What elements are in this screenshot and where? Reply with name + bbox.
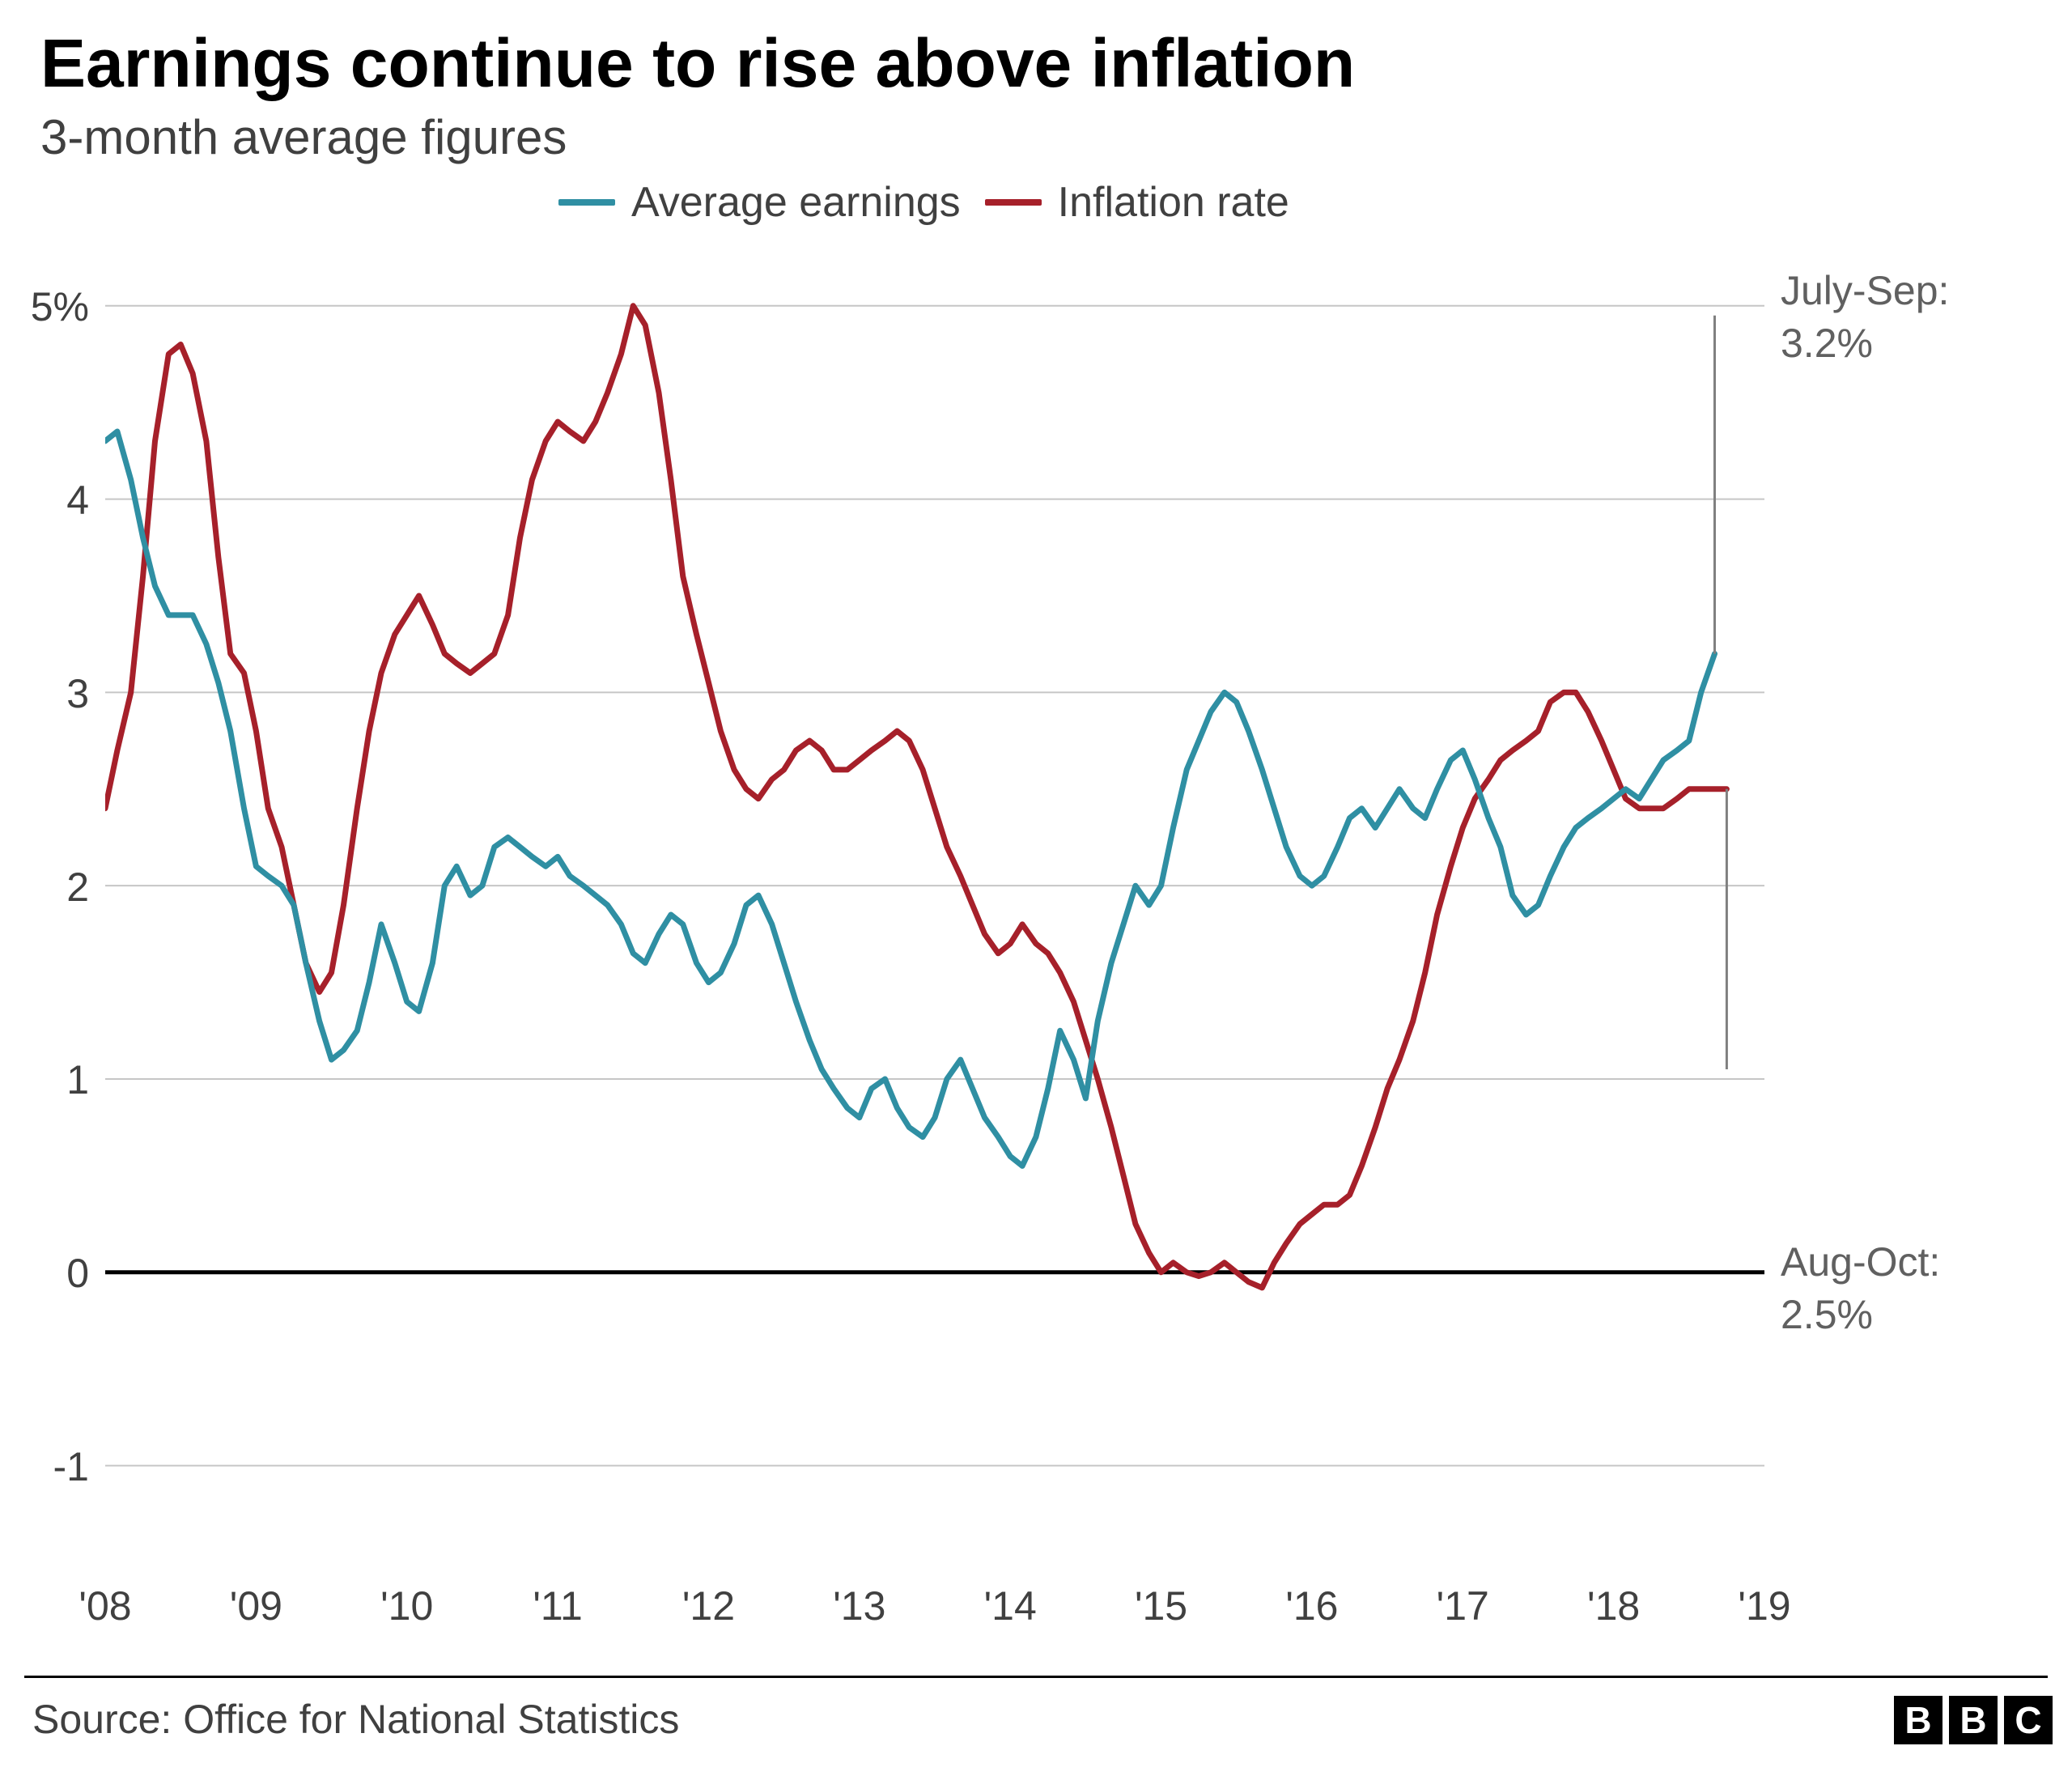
annotation-inflation-line2: 2.5% — [1781, 1291, 1873, 1338]
legend-item-inflation: Inflation rate — [985, 178, 1289, 227]
x-tick-label: '08 — [79, 1582, 131, 1629]
legend-swatch-inflation — [985, 199, 1042, 206]
legend-label-earnings: Average earnings — [631, 178, 961, 227]
bbc-b1: B — [1894, 1696, 1942, 1744]
x-tick-label: '15 — [1135, 1582, 1187, 1629]
bbc-b2: B — [1949, 1696, 1998, 1744]
legend-swatch-earnings — [558, 199, 615, 206]
plot-area — [105, 267, 1764, 1562]
y-tick-label: 4 — [0, 477, 89, 524]
bbc-logo: B B C — [1894, 1696, 2053, 1744]
x-tick-label: '16 — [1285, 1582, 1338, 1629]
x-tick-label: '11 — [533, 1582, 582, 1629]
y-tick-label: 0 — [0, 1250, 89, 1297]
x-tick-label: '19 — [1738, 1582, 1790, 1629]
source-text: Source: Office for National Statistics — [32, 1696, 679, 1743]
x-tick-label: '10 — [380, 1582, 433, 1629]
legend-item-earnings: Average earnings — [558, 178, 961, 227]
x-tick-label: '13 — [833, 1582, 885, 1629]
footer-divider — [24, 1676, 2048, 1678]
annotation-earnings-line1: July-Sep: — [1781, 267, 1949, 314]
x-tick-label: '18 — [1587, 1582, 1640, 1629]
y-tick-label: 2 — [0, 864, 89, 911]
y-tick-label: -1 — [0, 1443, 89, 1490]
chart-title: Earnings continue to rise above inflatio… — [40, 24, 1355, 103]
annotation-earnings-line2: 3.2% — [1781, 320, 1873, 367]
y-tick-label: 5% — [0, 283, 89, 330]
y-tick-label: 3 — [0, 670, 89, 717]
y-tick-label: 1 — [0, 1056, 89, 1103]
x-tick-label: '17 — [1437, 1582, 1489, 1629]
x-tick-label: '12 — [682, 1582, 735, 1629]
chart-subtitle: 3-month average figures — [40, 109, 567, 165]
x-tick-label: '09 — [230, 1582, 282, 1629]
chart-container: { "title": { "text": "Earnings continue … — [0, 0, 2072, 1780]
x-tick-label: '14 — [984, 1582, 1037, 1629]
bbc-c: C — [2004, 1696, 2053, 1744]
legend: Average earnings Inflation rate — [558, 178, 1289, 227]
annotation-inflation-line1: Aug-Oct: — [1781, 1238, 1940, 1285]
legend-label-inflation: Inflation rate — [1058, 178, 1289, 227]
